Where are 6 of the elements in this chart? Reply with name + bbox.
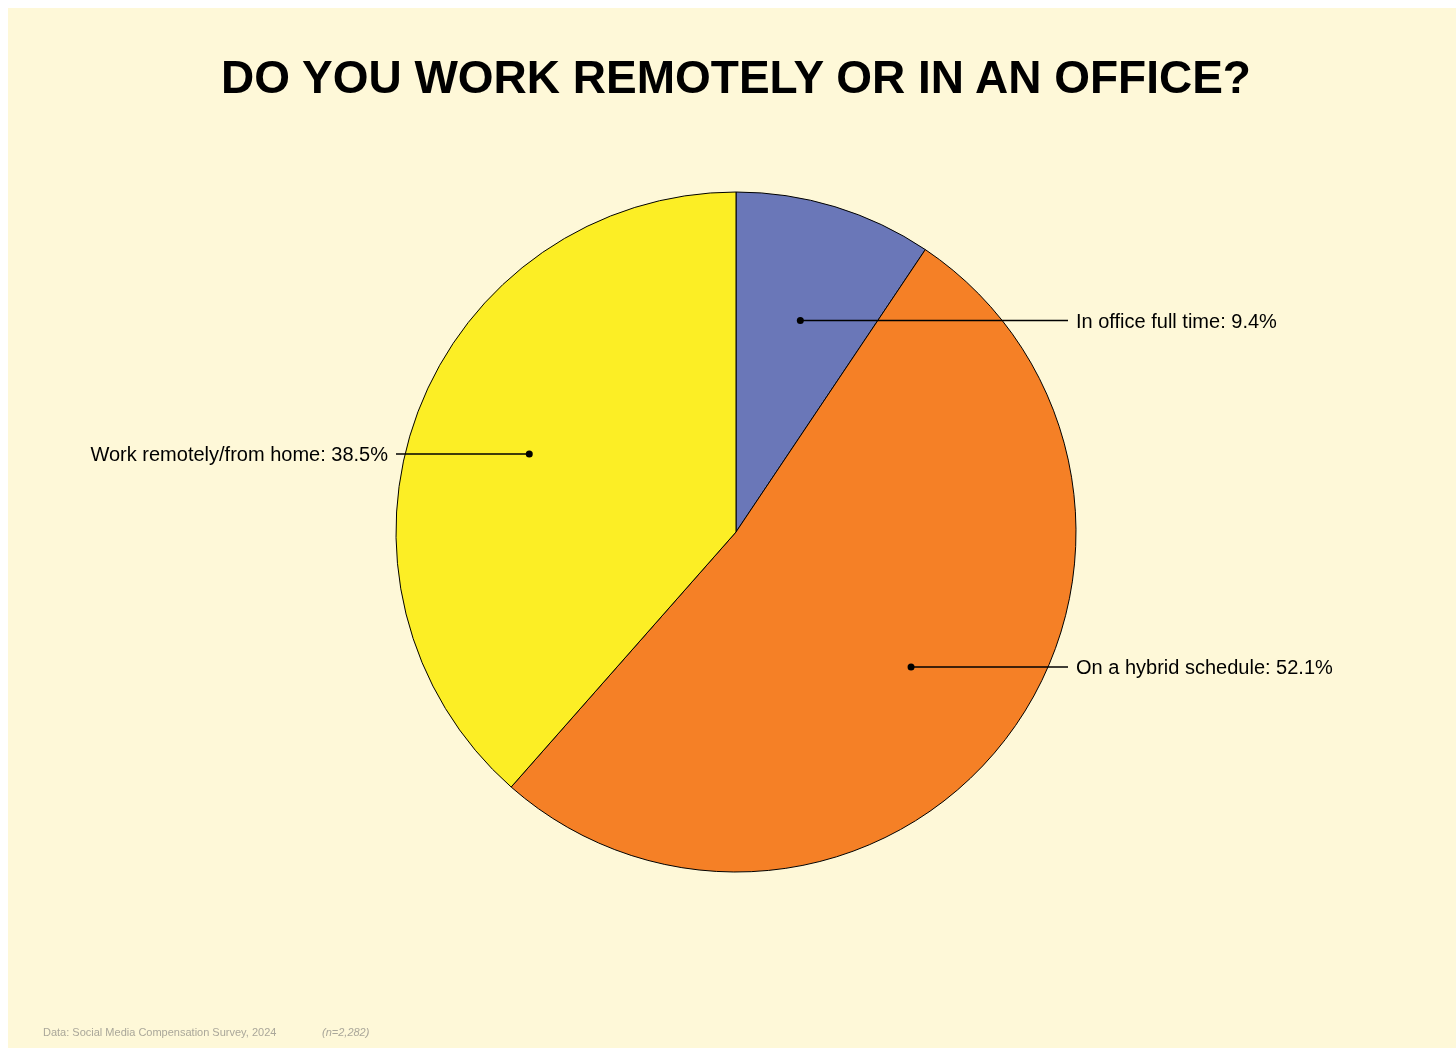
slice-label: On a hybrid schedule: 52.1% [1076,655,1334,678]
slice-label: In office full time: 9.4% [1076,309,1278,332]
slice-label: Work remotely/from home: 38.5% [90,442,389,465]
text: Data: Social Media Compensation Survey, 2024 [43,1026,277,1038]
text: (n=2,282) [322,1026,370,1038]
chart-title: DO YOU WORK REMOTELY OR IN AN OFFICE? [221,51,1251,103]
